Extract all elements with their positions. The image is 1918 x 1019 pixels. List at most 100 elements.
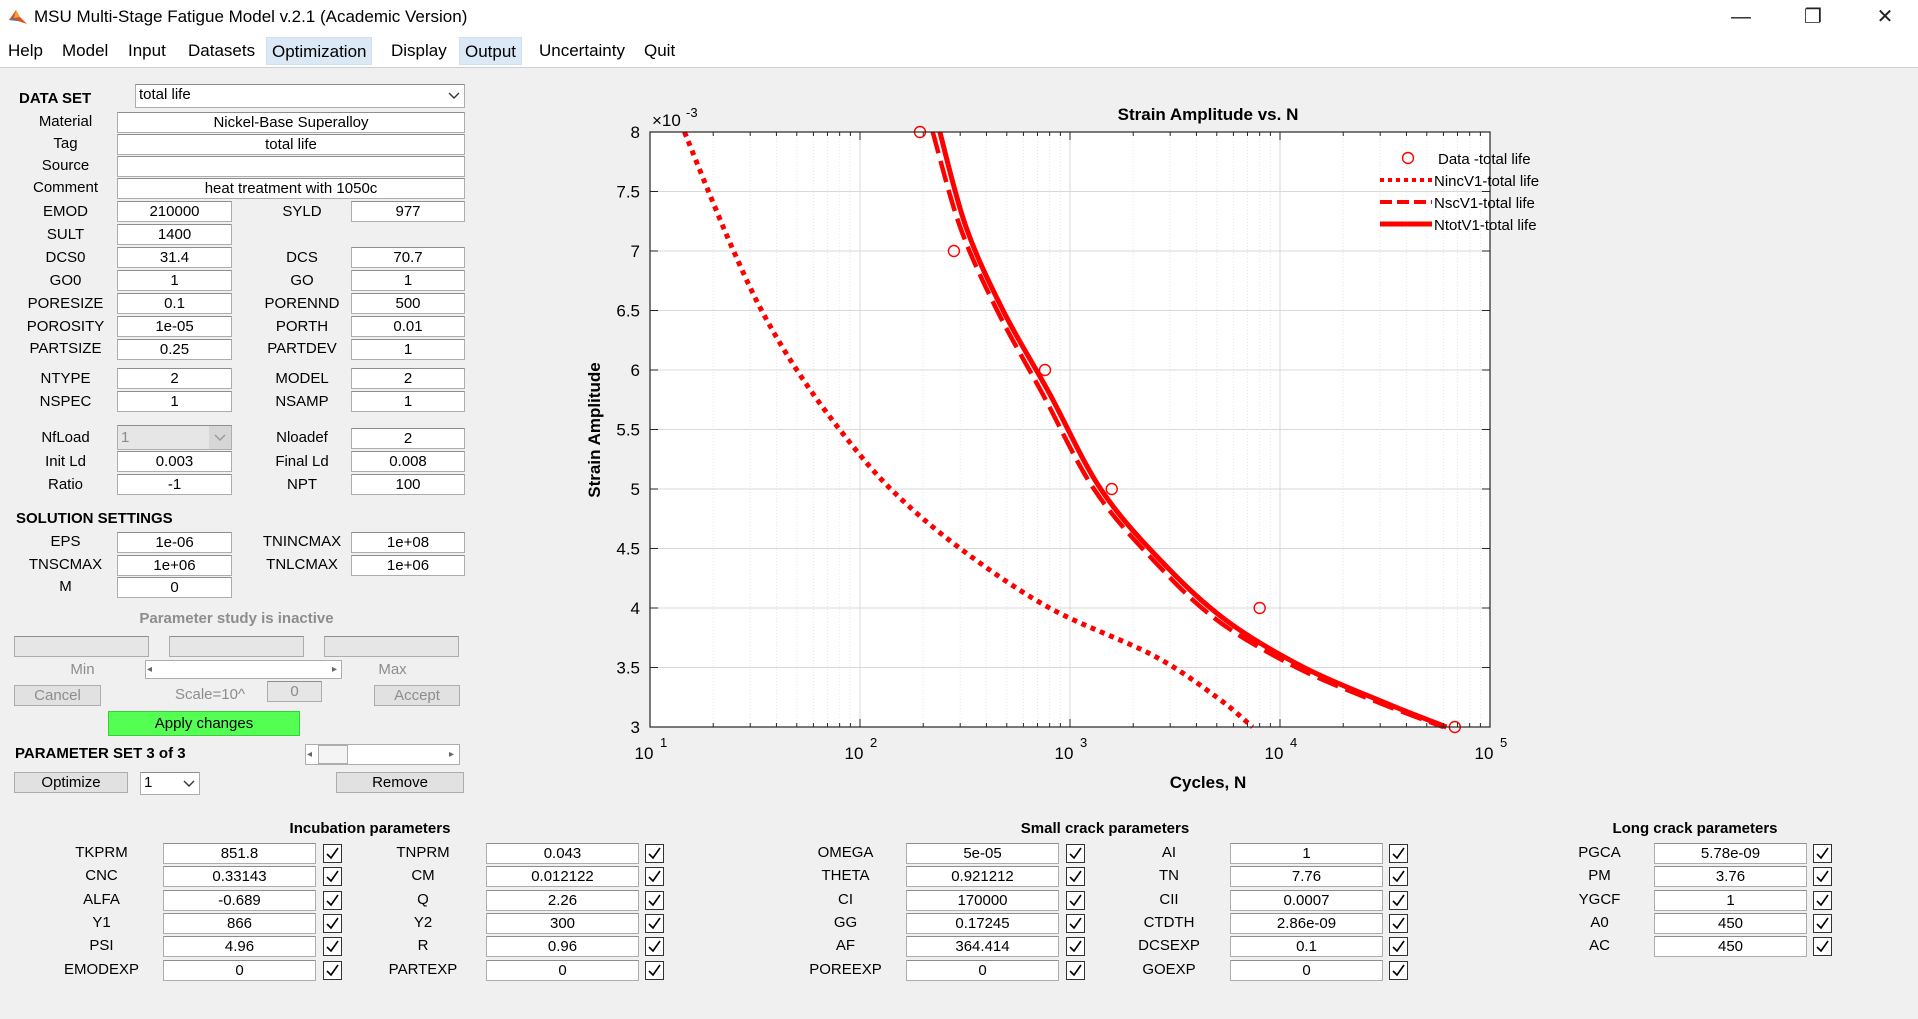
poreexp-checkbox[interactable] — [1066, 961, 1085, 980]
ci-field[interactable]: 170000 — [906, 890, 1059, 911]
menu-output[interactable]: Output — [459, 37, 523, 65]
ai-field[interactable]: 1 — [1230, 843, 1383, 864]
a0-field[interactable]: 450 — [1654, 913, 1807, 934]
ygcf-field[interactable]: 1 — [1654, 890, 1807, 911]
source-field[interactable] — [117, 156, 465, 177]
npt-field[interactable]: 100 — [351, 474, 465, 495]
cancel-button[interactable]: Cancel — [14, 685, 101, 706]
nfload-dropdown[interactable]: 1 — [117, 425, 232, 450]
theta-field[interactable]: 0.921212 — [906, 866, 1059, 887]
q-field[interactable]: 2.26 — [486, 890, 639, 911]
tkprm-field[interactable]: 851.8 — [163, 843, 316, 864]
a0-checkbox[interactable] — [1813, 914, 1832, 933]
partsize-field[interactable]: 0.25 — [117, 339, 232, 360]
comment-field[interactable]: heat treatment with 1050c — [117, 178, 465, 199]
menu-model[interactable]: Model — [62, 41, 109, 60]
tkprm-checkbox[interactable] — [323, 844, 342, 863]
gg-checkbox[interactable] — [1066, 914, 1085, 933]
ctdth-checkbox[interactable] — [1389, 914, 1408, 933]
syld-field[interactable]: 977 — [351, 201, 465, 222]
psi-checkbox[interactable] — [323, 937, 342, 956]
dcs-field[interactable]: 70.7 — [351, 247, 465, 268]
porosity-field[interactable]: 1e-05 — [117, 316, 232, 337]
ntype-field[interactable]: 2 — [117, 368, 232, 389]
sult-field[interactable]: 1400 — [117, 224, 232, 245]
alfa-field[interactable]: -0.689 — [163, 890, 316, 911]
close-button[interactable]: ✕ — [1876, 6, 1894, 28]
ratio-field[interactable]: -1 — [117, 474, 232, 495]
tnscmax-field[interactable]: 1e+06 — [117, 555, 232, 576]
y2-field[interactable]: 300 — [486, 913, 639, 934]
menu-datasets[interactable]: Datasets — [188, 41, 256, 60]
material-field[interactable]: Nickel-Base Superalloy — [117, 112, 465, 133]
parameter-set-slider[interactable]: ◂ ▸ — [305, 744, 460, 765]
tnlcmax-field[interactable]: 1e+06 — [351, 555, 465, 576]
eps-field[interactable]: 1e-06 — [117, 532, 232, 553]
go-field[interactable]: 1 — [351, 270, 465, 291]
model-field[interactable]: 2 — [351, 368, 465, 389]
accept-button[interactable]: Accept — [374, 685, 460, 706]
omega-checkbox[interactable] — [1066, 844, 1085, 863]
y1-checkbox[interactable] — [323, 914, 342, 933]
minimize-button[interactable]: — — [1731, 6, 1751, 28]
omega-field[interactable]: 5e-05 — [906, 843, 1059, 864]
tn-checkbox[interactable] — [1389, 867, 1408, 886]
y2-checkbox[interactable] — [645, 914, 664, 933]
goexp-checkbox[interactable] — [1389, 961, 1408, 980]
slider-right-arrow-icon[interactable]: ▸ — [332, 664, 338, 675]
finalld-field[interactable]: 0.008 — [351, 451, 465, 472]
porennd-field[interactable]: 500 — [351, 293, 465, 314]
cnc-field[interactable]: 0.33143 — [163, 866, 316, 887]
y1-field[interactable]: 866 — [163, 913, 316, 934]
slider-right-arrow-icon[interactable]: ▸ — [449, 749, 455, 760]
slider-thumb[interactable] — [318, 745, 348, 764]
tn-field[interactable]: 7.76 — [1230, 866, 1383, 887]
emodexp-checkbox[interactable] — [323, 961, 342, 980]
menu-input[interactable]: Input — [128, 41, 166, 60]
parameter-set-dropdown[interactable]: 1 — [140, 772, 200, 795]
param-study-slider[interactable]: ◂ ▸ — [145, 660, 342, 679]
goexp-field[interactable]: 0 — [1230, 960, 1383, 981]
af-field[interactable]: 364.414 — [906, 936, 1059, 957]
maximize-button[interactable]: ❐ — [1804, 6, 1822, 28]
menu-help[interactable]: Help — [8, 41, 43, 60]
ac-checkbox[interactable] — [1813, 937, 1832, 956]
nsamp-field[interactable]: 1 — [351, 391, 465, 412]
pgca-checkbox[interactable] — [1813, 844, 1832, 863]
ai-checkbox[interactable] — [1389, 844, 1408, 863]
go0-field[interactable]: 1 — [117, 270, 232, 291]
poresize-field[interactable]: 0.1 — [117, 293, 232, 314]
nspec-field[interactable]: 1 — [117, 391, 232, 412]
theta-checkbox[interactable] — [1066, 867, 1085, 886]
menu-display[interactable]: Display — [391, 41, 447, 60]
ctdth-field[interactable]: 2.86e-09 — [1230, 913, 1383, 934]
data-set-dropdown[interactable]: total life — [135, 84, 465, 108]
dcsexp-checkbox[interactable] — [1389, 937, 1408, 956]
ac-field[interactable]: 450 — [1654, 936, 1807, 957]
tnprm-checkbox[interactable] — [645, 844, 664, 863]
apply-changes-button[interactable]: Apply changes — [108, 711, 300, 736]
menu-optimization[interactable]: Optimization — [266, 37, 373, 65]
emodexp-field[interactable]: 0 — [163, 960, 316, 981]
pm-checkbox[interactable] — [1813, 867, 1832, 886]
cnc-checkbox[interactable] — [323, 867, 342, 886]
optimize-button[interactable]: Optimize — [14, 772, 128, 793]
tnprm-field[interactable]: 0.043 — [486, 843, 639, 864]
dcs0-field[interactable]: 31.4 — [117, 247, 232, 268]
ygcf-checkbox[interactable] — [1813, 891, 1832, 910]
gg-field[interactable]: 0.17245 — [906, 913, 1059, 934]
cm-field[interactable]: 0.012122 — [486, 866, 639, 887]
cii-field[interactable]: 0.0007 — [1230, 890, 1383, 911]
dcsexp-field[interactable]: 0.1 — [1230, 936, 1383, 957]
slider-left-arrow-icon[interactable]: ◂ — [147, 664, 153, 675]
initld-field[interactable]: 0.003 — [117, 451, 232, 472]
partexp-checkbox[interactable] — [645, 961, 664, 980]
q-checkbox[interactable] — [645, 891, 664, 910]
slider-left-arrow-icon[interactable]: ◂ — [307, 749, 313, 760]
cm-checkbox[interactable] — [645, 867, 664, 886]
pgca-field[interactable]: 5.78e-09 — [1654, 843, 1807, 864]
nloadef-field[interactable]: 2 — [351, 428, 465, 449]
porth-field[interactable]: 0.01 — [351, 316, 465, 337]
cii-checkbox[interactable] — [1389, 891, 1408, 910]
r-checkbox[interactable] — [645, 937, 664, 956]
